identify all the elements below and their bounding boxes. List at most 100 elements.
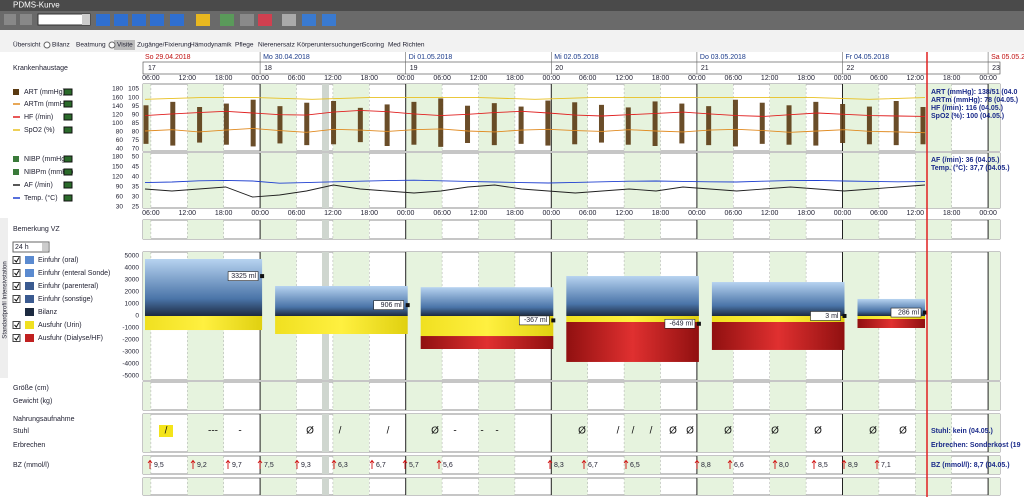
tab[interactable]: Scoring: [362, 42, 384, 49]
art-bar: [331, 101, 337, 145]
time-label: 12:00: [179, 75, 197, 82]
night-band: [842, 84, 879, 151]
nav-icon[interactable]: [96, 14, 110, 26]
tab[interactable]: Beatmung: [76, 42, 106, 49]
dropdown-button[interactable]: [82, 14, 90, 25]
tab[interactable]: Bilanz: [52, 42, 70, 49]
night-band: [260, 478, 297, 495]
bz-arrow: [547, 459, 553, 469]
heart-icon[interactable]: [258, 14, 272, 26]
legend-label: ARTm (mmHg): [24, 101, 71, 108]
intake-bar: [420, 287, 554, 316]
date: So 29.04.2018: [145, 54, 191, 61]
time-label: 00:00: [979, 75, 997, 82]
tab[interactable]: Nierenersatz: [258, 42, 295, 49]
intake-bar: [711, 282, 845, 316]
current-value: Stuhl: kein (04.05.): [931, 428, 993, 435]
legend-toggle[interactable]: [63, 126, 73, 134]
legend-toggle[interactable]: [63, 194, 73, 202]
time-label: 18:00: [361, 210, 379, 217]
legend-toggle[interactable]: [63, 88, 73, 96]
vital-line: [144, 127, 926, 134]
bz-arrow: [436, 459, 442, 469]
nav-icon[interactable]: [132, 14, 146, 26]
night-band: [260, 414, 297, 452]
legend-toggle[interactable]: [63, 168, 73, 176]
night-band: [915, 153, 952, 208]
tab[interactable]: Hämodynamik: [190, 42, 232, 49]
icon[interactable]: [282, 14, 296, 26]
legend-toggle[interactable]: [63, 155, 73, 163]
tab[interactable]: Zugänge/Fixierung: [137, 42, 192, 49]
checkbox[interactable]: [12, 321, 21, 329]
stool-entry: Ø: [771, 426, 779, 437]
art-bar: [679, 103, 685, 144]
night-band: [260, 153, 297, 208]
night-band: [769, 382, 807, 410]
night-band: [478, 153, 515, 208]
legend-toggle[interactable]: [63, 100, 73, 108]
period-button[interactable]: [42, 243, 48, 251]
checkbox[interactable]: [12, 282, 21, 290]
art-bar: [491, 103, 497, 146]
balance-label: 3325 ml: [231, 273, 256, 280]
icon[interactable]: [220, 14, 234, 26]
nav-icon[interactable]: [170, 14, 184, 26]
tab[interactable]: Med Richten: [388, 42, 425, 49]
icon[interactable]: [240, 14, 254, 26]
nav-icon[interactable]: [150, 14, 164, 26]
legend-label: Einfuhr (sonstige): [38, 296, 93, 303]
night-band: [332, 414, 370, 452]
balance-label-box: [373, 300, 405, 310]
star-icon[interactable]: [196, 14, 210, 26]
tab[interactable]: Pflege: [235, 42, 254, 49]
night-band: [624, 153, 661, 208]
night-band: [332, 478, 370, 495]
night-band: [988, 153, 1000, 208]
tab[interactable]: Übersicht: [13, 41, 41, 49]
art-bar: [893, 101, 899, 146]
time-label: 06:00: [725, 210, 743, 217]
current-value: BZ (mmol/l): 8,7 (04.05.): [931, 462, 1010, 469]
legend-icon: [13, 89, 19, 95]
stool-entry: Ø: [899, 426, 907, 437]
checkbox[interactable]: [12, 295, 21, 303]
stool-entry: /: [339, 426, 342, 437]
help-icon[interactable]: [302, 14, 316, 26]
art-bar: [572, 102, 578, 145]
checkbox[interactable]: [12, 256, 21, 264]
check-mark: [14, 270, 20, 276]
balance-marker: [551, 318, 556, 323]
bz-arrow: [811, 459, 817, 469]
checkbox[interactable]: [12, 334, 21, 342]
info-icon[interactable]: [322, 14, 336, 26]
legend-toggle[interactable]: [63, 181, 73, 189]
night-band: [143, 478, 151, 495]
period-select[interactable]: [12, 241, 50, 253]
night-band: [842, 456, 879, 474]
night-band: [478, 414, 515, 452]
days-label: Krankenhaustage: [13, 65, 68, 72]
night-band: [842, 220, 879, 239]
stool-entry: -: [238, 426, 241, 437]
tab[interactable]: Visite: [117, 42, 133, 49]
stool-entry: Ø: [306, 426, 314, 437]
checkbox[interactable]: [12, 269, 21, 277]
date: Do 03.05.2018: [700, 54, 746, 61]
urine-bar: [711, 316, 845, 322]
legend-toggle[interactable]: [63, 113, 73, 121]
bz-value: 9,2: [197, 462, 207, 469]
tab[interactable]: Körperuntersuchungen: [297, 42, 364, 49]
night-band: [187, 382, 224, 410]
left-tick: 180: [112, 86, 123, 93]
night-band: [405, 84, 443, 151]
balance-label: -649 ml: [670, 321, 694, 328]
bz-arrow: [294, 459, 300, 469]
icon[interactable]: [20, 14, 32, 25]
night-band: [988, 414, 1000, 452]
night-band: [988, 84, 1000, 151]
time-label: 12:00: [761, 210, 779, 217]
nav-icon[interactable]: [114, 14, 128, 26]
icon[interactable]: [4, 14, 16, 25]
bz-value: 6,3: [338, 462, 348, 469]
